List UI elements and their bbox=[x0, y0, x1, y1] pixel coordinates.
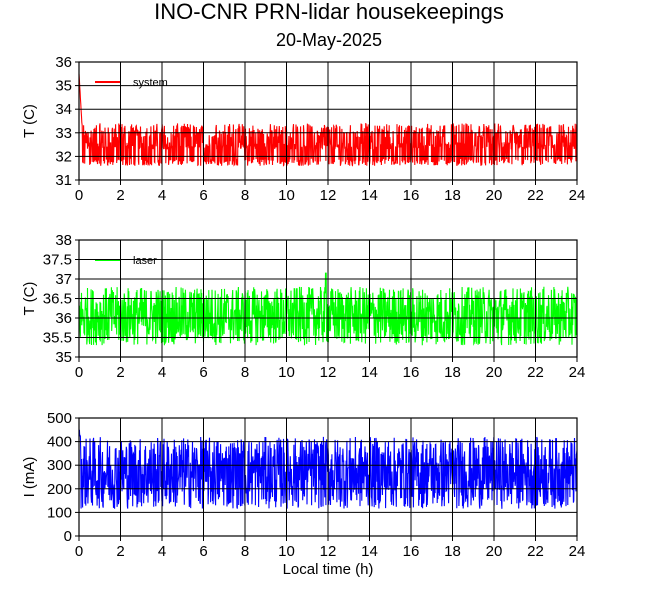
x-tick-label: 18 bbox=[444, 364, 461, 381]
x-tick-label: 4 bbox=[158, 364, 166, 381]
x-tick-label: 0 bbox=[75, 187, 83, 204]
x-tick-label: 20 bbox=[486, 187, 503, 204]
x-tick-label: 4 bbox=[158, 187, 166, 204]
x-tick-label: 2 bbox=[116, 187, 124, 204]
x-tick-label: 4 bbox=[158, 543, 166, 560]
y-tick-label: 36.5 bbox=[43, 291, 72, 308]
x-tick-label: 22 bbox=[527, 187, 544, 204]
x-tick-label: 16 bbox=[403, 187, 420, 204]
x-tick-label: 2 bbox=[116, 543, 124, 560]
x-tick-label: 2 bbox=[116, 364, 124, 381]
x-tick-label: 10 bbox=[278, 543, 295, 560]
chart-title: INO-CNR PRN-lidar housekeepings bbox=[154, 0, 504, 24]
x-tick-label: 16 bbox=[403, 364, 420, 381]
y-tick-label: 37.5 bbox=[43, 252, 72, 269]
plot-frame bbox=[78, 239, 578, 358]
x-tick-label: 8 bbox=[241, 364, 249, 381]
x-tick-label: 24 bbox=[569, 187, 586, 204]
y-tick-label: 100 bbox=[47, 504, 72, 521]
y-tick-label: 500 bbox=[47, 410, 72, 427]
x-tick-label: 12 bbox=[320, 187, 337, 204]
x-tick-label: 10 bbox=[278, 364, 295, 381]
y-tick-label: 35.5 bbox=[43, 330, 72, 347]
y-tick-label: 300 bbox=[47, 457, 72, 474]
y-tick-label: 32 bbox=[55, 148, 72, 165]
y-tick-label: 35 bbox=[55, 349, 72, 366]
x-tick-label: 14 bbox=[361, 364, 378, 381]
y-tick-label: 36 bbox=[55, 54, 72, 71]
x-tick-label: 20 bbox=[486, 543, 503, 560]
x-tick-label: 12 bbox=[320, 543, 337, 560]
x-tick-label: 18 bbox=[444, 187, 461, 204]
x-tick-label: 8 bbox=[241, 543, 249, 560]
x-axis-label: Local time (h) bbox=[283, 561, 374, 578]
y-tick-label: 200 bbox=[47, 481, 72, 498]
x-tick-label: 0 bbox=[75, 543, 83, 560]
x-tick-label: 0 bbox=[75, 364, 83, 381]
plot-frame bbox=[78, 417, 578, 537]
x-tick-label: 24 bbox=[569, 543, 586, 560]
plot-frame bbox=[78, 61, 578, 181]
legend-label-system: system bbox=[133, 77, 168, 89]
x-tick-label: 22 bbox=[527, 364, 544, 381]
legend-label-laser: laser bbox=[133, 255, 157, 267]
x-tick-label: 20 bbox=[486, 364, 503, 381]
x-tick-label: 8 bbox=[241, 187, 249, 204]
y-axis-label: T (C) bbox=[21, 282, 38, 316]
x-tick-label: 6 bbox=[199, 364, 207, 381]
x-tick-label: 22 bbox=[527, 543, 544, 560]
x-tick-label: 14 bbox=[361, 187, 378, 204]
y-tick-label: 33 bbox=[55, 125, 72, 142]
x-tick-label: 12 bbox=[320, 364, 337, 381]
chart-subtitle: 20-May-2025 bbox=[276, 30, 382, 50]
x-tick-label: 24 bbox=[569, 364, 586, 381]
y-tick-label: 36 bbox=[55, 310, 72, 327]
x-tick-label: 6 bbox=[199, 543, 207, 560]
y-tick-label: 37 bbox=[55, 271, 72, 288]
y-tick-label: 0 bbox=[64, 528, 72, 545]
y-tick-label: 34 bbox=[55, 101, 72, 118]
x-tick-label: 6 bbox=[199, 187, 207, 204]
y-axis-label: T (C) bbox=[21, 104, 38, 138]
x-tick-label: 18 bbox=[444, 543, 461, 560]
y-tick-label: 31 bbox=[55, 172, 72, 189]
x-tick-label: 14 bbox=[361, 543, 378, 560]
y-tick-label: 35 bbox=[55, 78, 72, 95]
y-axis-label: I (mA) bbox=[21, 457, 38, 498]
x-tick-label: 10 bbox=[278, 187, 295, 204]
x-tick-label: 16 bbox=[403, 543, 420, 560]
y-tick-label: 38 bbox=[55, 232, 72, 249]
y-tick-label: 400 bbox=[47, 434, 72, 451]
